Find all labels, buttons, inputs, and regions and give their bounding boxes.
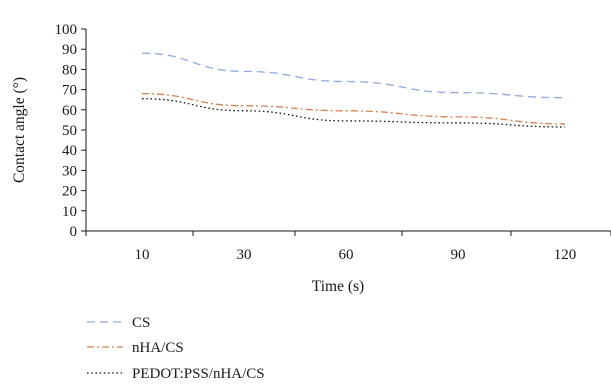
y-tick-label: 50 — [62, 123, 77, 139]
series-lines — [141, 52, 566, 128]
x-tick-label: 90 — [451, 247, 466, 263]
y-tick-label: 80 — [62, 62, 77, 78]
x-tick-label: 120 — [554, 247, 577, 263]
y-tick-label: 0 — [70, 224, 78, 240]
axes — [85, 29, 611, 232]
legend-label-2: nHA/CS — [132, 340, 184, 356]
y-tick-label: 20 — [62, 184, 77, 200]
x-ticks: 10 30 60 90 120 — [85, 231, 611, 263]
y-tick-label: 10 — [62, 204, 77, 220]
y-tick-label: 30 — [62, 163, 77, 179]
series-line-2 — [141, 92, 566, 125]
legend-label-3: PEDOT:PSS/nHA/CS — [132, 366, 265, 382]
x-tick-label: 60 — [339, 247, 354, 263]
y-tick-label: 100 — [55, 22, 78, 38]
x-axis-title: Time (s) — [312, 278, 364, 295]
y-tick-label: 90 — [62, 42, 77, 58]
y-axis-title: Contact angle (°) — [11, 77, 28, 183]
legend: CS nHA/CS PEDOT:PSS/nHA/CS — [87, 315, 265, 382]
y-tick-label: 40 — [62, 143, 77, 159]
legend-label-1: CS — [132, 315, 150, 331]
series-line-1 — [141, 52, 566, 99]
series-line-3 — [141, 98, 566, 128]
y-tick-label: 60 — [62, 103, 77, 119]
x-tick-label: 10 — [135, 247, 150, 263]
y-ticks: 0 10 20 30 40 50 60 70 80 90 100 — [55, 22, 86, 240]
x-tick-label: 30 — [237, 247, 252, 263]
y-tick-label: 70 — [62, 83, 77, 99]
